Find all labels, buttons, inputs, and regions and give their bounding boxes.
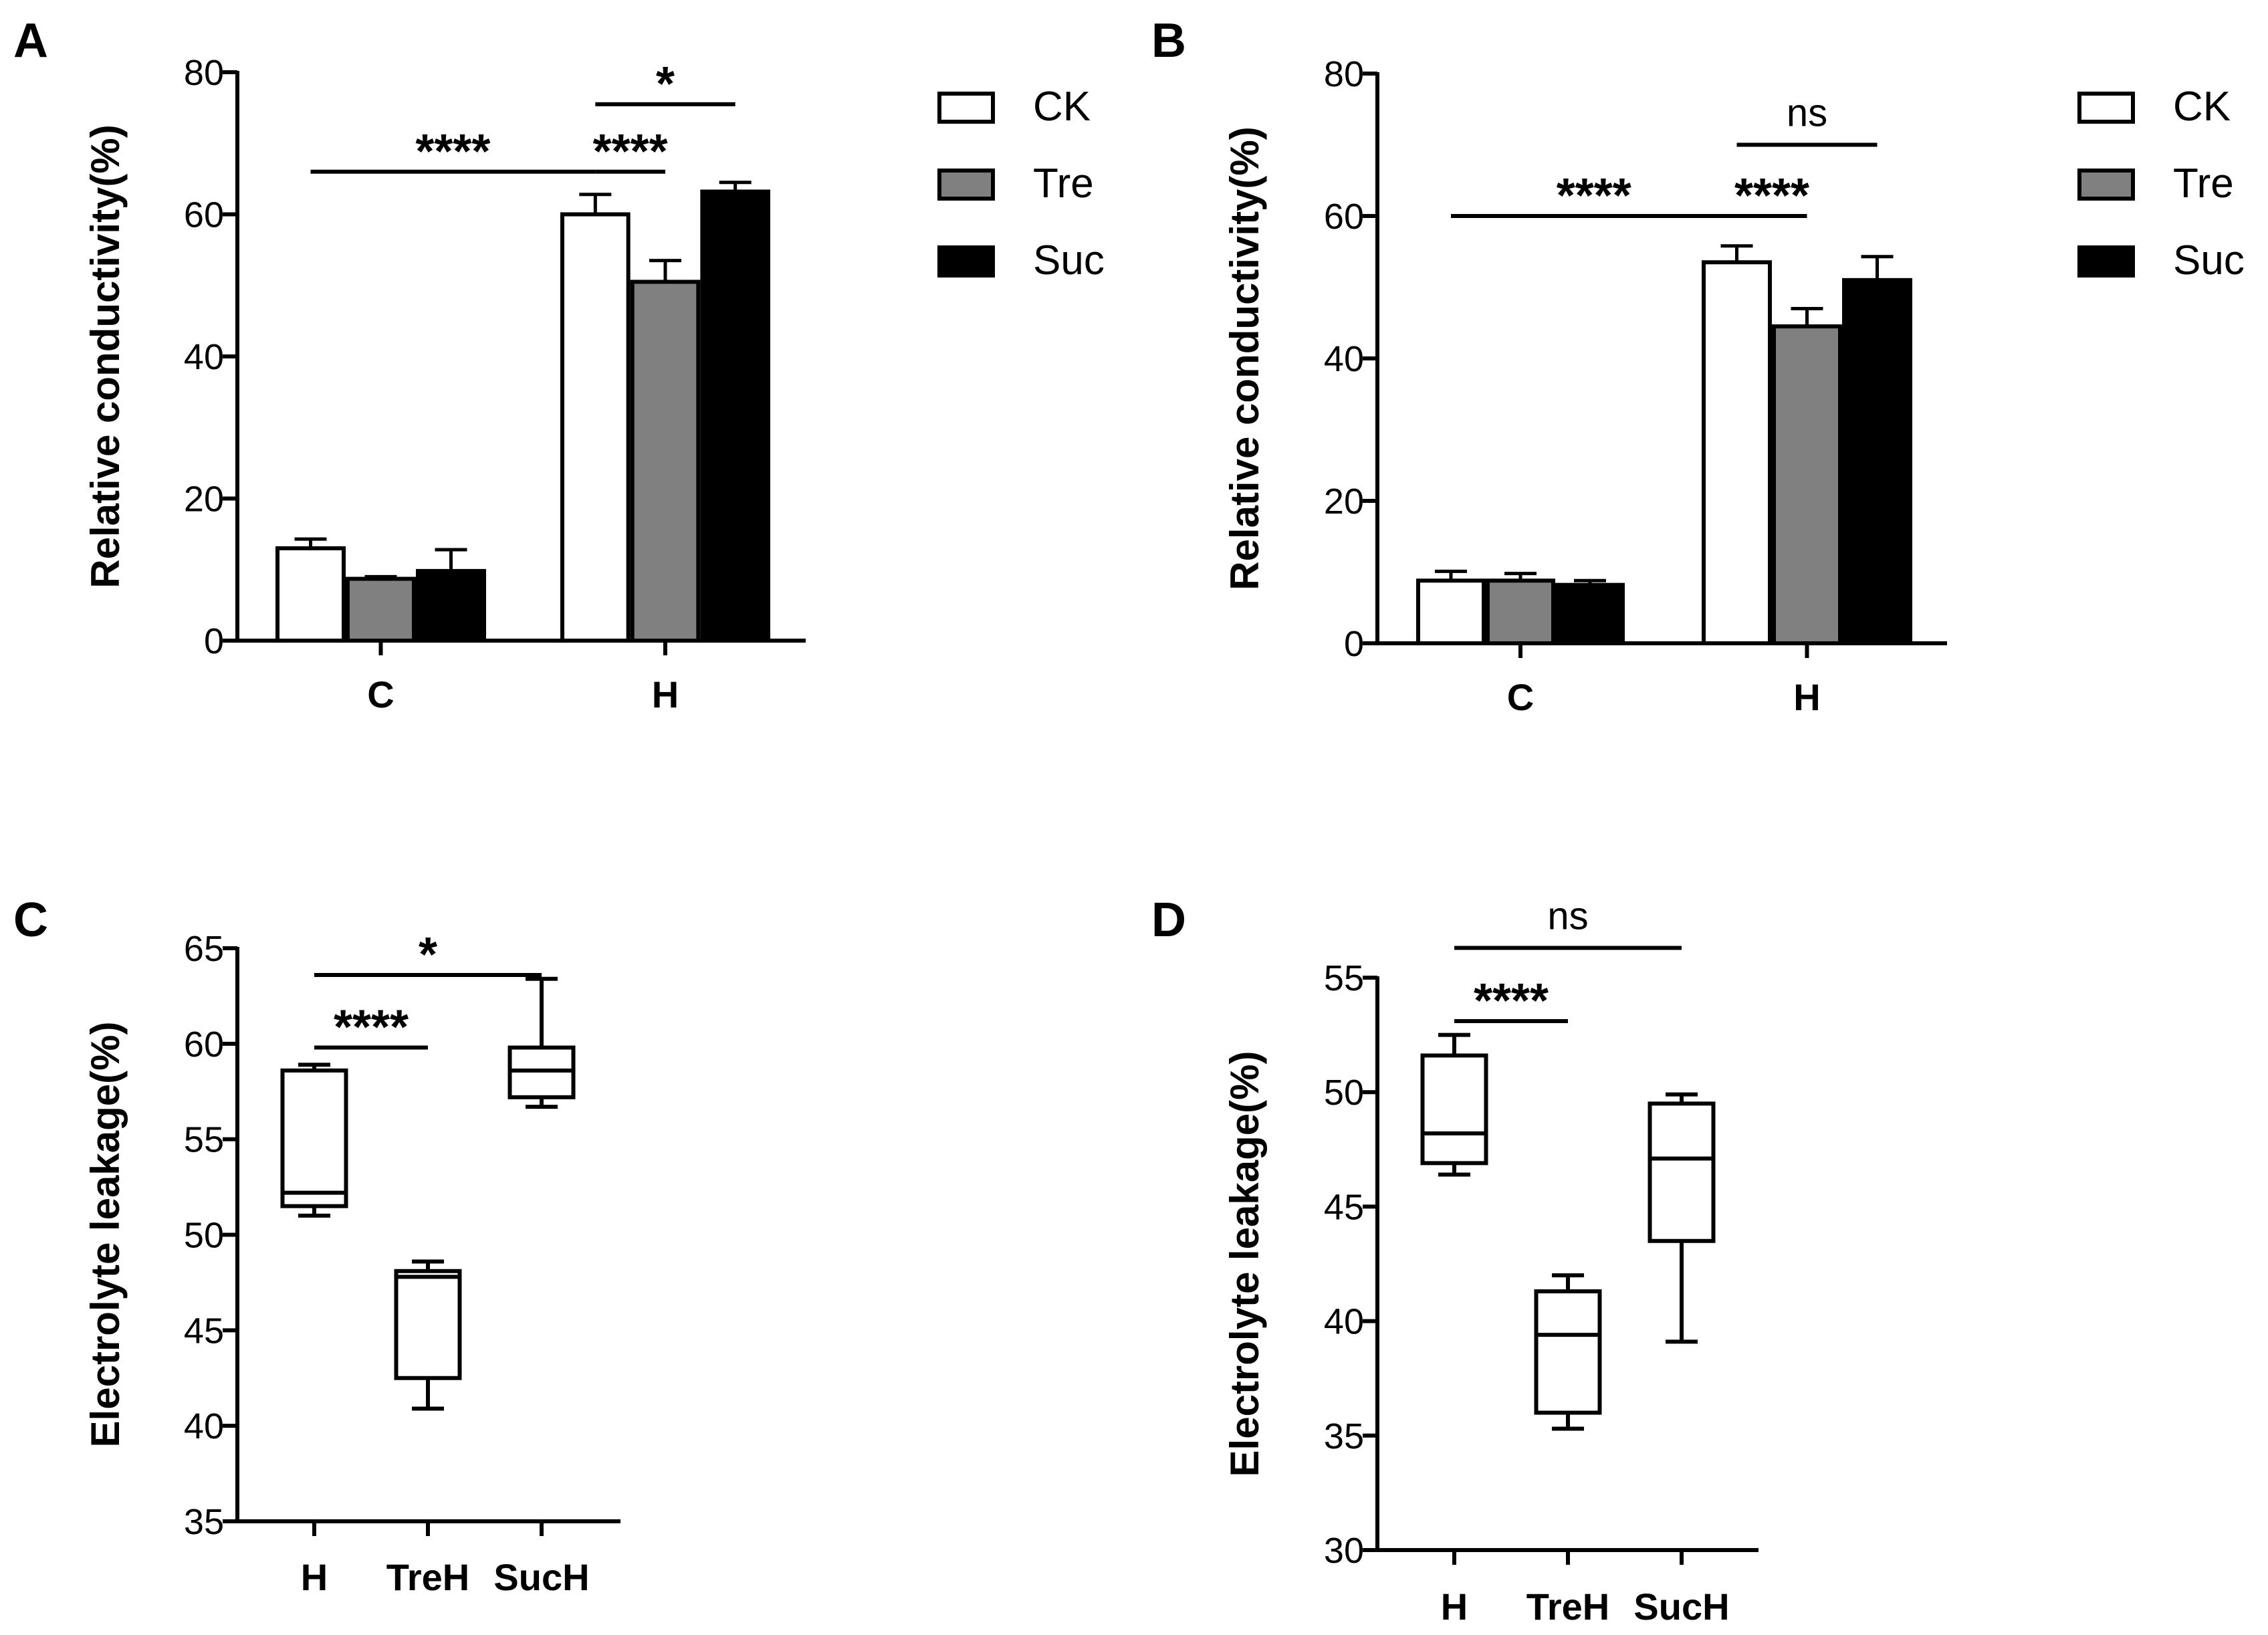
box-treh [394, 1269, 462, 1380]
y-tick-label: 45 [184, 1311, 224, 1351]
significance-label: **** [1474, 974, 1549, 1028]
x-tick-label: H [1441, 1586, 1468, 1628]
y-tick-label: 80 [1324, 54, 1364, 94]
x-tick-label: TreH [386, 1556, 470, 1598]
y-tick-label: 35 [184, 1502, 224, 1542]
legend-swatch-tre [937, 169, 995, 201]
legend-swatch-ck [937, 92, 995, 124]
bar-ck-h [560, 212, 631, 643]
panel-c: C 35 40 45 50 55 60 65 Electrolyte leakage(%) H Tr… [13, 893, 620, 1598]
significance-label: **** [1734, 169, 1809, 223]
significance-label: ns [1547, 894, 1588, 938]
box-such [1648, 1101, 1716, 1243]
y-tick-label: 55 [184, 1120, 224, 1160]
y-tick-label: 40 [1324, 339, 1364, 379]
x-tick-label: SucH [493, 1556, 589, 1598]
y-tick-label: 80 [184, 53, 224, 93]
legend-swatch-suc [2077, 245, 2135, 278]
panel-b: B 0 20 40 60 80 Relative conductivity(%) C H CK Tr… [1151, 14, 2245, 718]
y-axis-label: Relative conductivity(%) [83, 124, 128, 588]
box-h [280, 1068, 348, 1208]
legend-swatch-tre [2077, 169, 2135, 201]
legend-label-tre: Tre [2173, 160, 2234, 207]
bar-ck-h [1702, 260, 1772, 646]
significance-label: * [656, 58, 675, 111]
bar-tre-c [346, 576, 416, 643]
significance-label: **** [1557, 169, 1631, 223]
significance-label: ns [1787, 92, 1827, 135]
legend-label-ck: CK [1033, 84, 1091, 130]
legend-swatch-suc [937, 245, 995, 278]
x-tick-label: TreH [1526, 1586, 1610, 1628]
y-tick-label: 50 [1324, 1073, 1364, 1113]
y-tick-label: 0 [1344, 624, 1364, 664]
x-tick-label: SucH [1633, 1586, 1729, 1628]
panel-letter: D [1151, 893, 1186, 947]
significance-label: **** [593, 125, 668, 179]
y-tick-label: 45 [1324, 1187, 1364, 1227]
bar-suc-h [1842, 278, 1912, 646]
bar-tre-c [1486, 578, 1555, 646]
x-tick-label: C [1507, 676, 1534, 718]
x-tick-label: H [1793, 676, 1820, 718]
y-tick-label: 60 [1324, 197, 1364, 237]
y-tick-label: 40 [184, 337, 224, 377]
legend-label-suc: Suc [1033, 237, 1105, 284]
y-axis-label: Relative conductivity(%) [1222, 126, 1267, 590]
y-tick-label: 35 [1324, 1416, 1364, 1456]
panel-letter: C [13, 893, 48, 947]
bar-suc-c [416, 568, 486, 643]
y-tick-label: 55 [1324, 958, 1364, 998]
significance-label: * [419, 928, 437, 982]
panel-a: A 0 20 40 60 80 Relative conductivity(%) C H CK Tr… [13, 14, 1105, 716]
y-tick-label: 20 [184, 479, 224, 520]
bar-suc-h [700, 189, 771, 643]
box-treh [1534, 1289, 1602, 1415]
y-tick-label: 50 [184, 1216, 224, 1256]
y-tick-label: 40 [184, 1406, 224, 1446]
bar-ck-c [1416, 578, 1486, 646]
y-tick-label: 40 [1324, 1302, 1364, 1342]
panel-d: D 30 35 40 45 50 55 Electrolyte leakage(%) H TreH… [1151, 893, 1759, 1628]
bar-tre-h [630, 280, 701, 643]
y-tick-label: 30 [1324, 1531, 1364, 1571]
box-h [1420, 1053, 1488, 1166]
y-axis-label: Electrolyte leakage(%) [1222, 1051, 1267, 1477]
x-tick-label: C [367, 673, 394, 716]
x-tick-label: H [652, 673, 679, 716]
significance-label: **** [415, 125, 490, 179]
bar-ck-c [275, 546, 346, 643]
legend-swatch-ck [2077, 92, 2135, 124]
legend-label-suc: Suc [2173, 237, 2245, 284]
significance-label: **** [334, 1001, 409, 1055]
bar-suc-c [1555, 582, 1625, 645]
panel-letter: B [1151, 14, 1186, 68]
x-tick-label: H [301, 1556, 328, 1598]
y-tick-label: 60 [184, 195, 224, 235]
y-tick-label: 60 [184, 1024, 224, 1065]
y-axis-label: Electrolyte leakage(%) [83, 1022, 128, 1448]
legend-label-ck: CK [2173, 84, 2231, 130]
panel-letter: A [13, 14, 48, 68]
legend-label-tre: Tre [1033, 160, 1094, 207]
y-tick-label: 20 [1324, 481, 1364, 522]
y-tick-label: 0 [204, 621, 224, 661]
y-tick-label: 65 [184, 929, 224, 969]
bar-tre-h [1772, 324, 1842, 645]
